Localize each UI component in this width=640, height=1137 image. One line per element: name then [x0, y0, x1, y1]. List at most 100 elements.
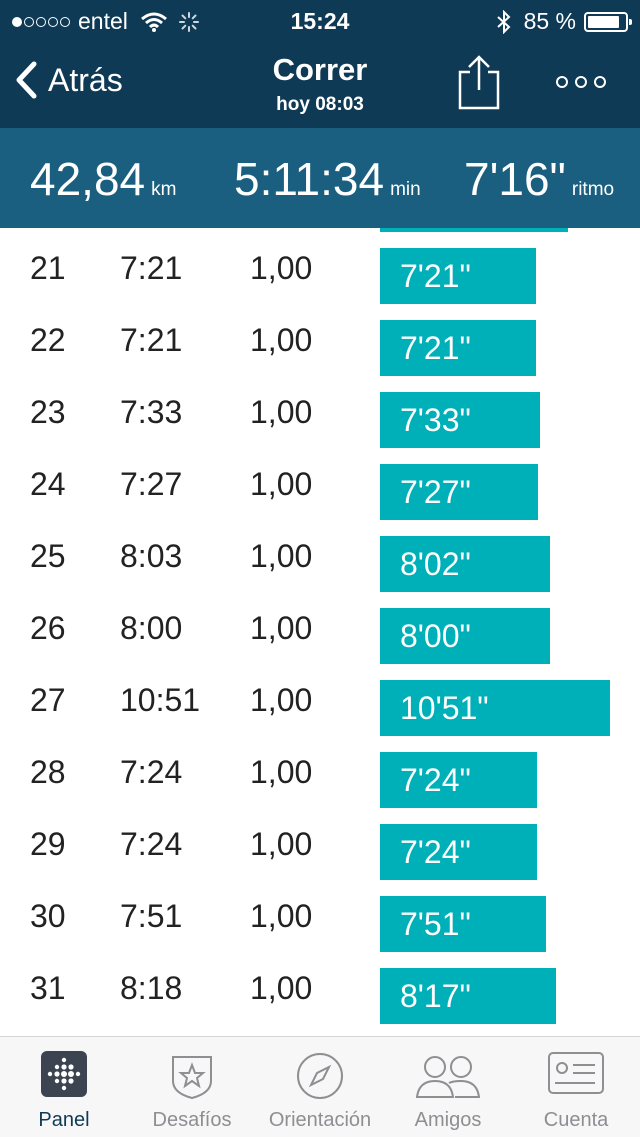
pace-bar: 8'17" — [380, 968, 556, 1024]
battery-percent: 85 % — [523, 8, 576, 34]
distance-value: 42,84 — [30, 153, 146, 205]
wifi-icon — [140, 12, 167, 32]
split-km: 25 — [30, 538, 66, 574]
split-distance: 1,00 — [250, 682, 313, 718]
split-distance: 1,00 — [250, 538, 313, 574]
compass-icon — [256, 1051, 384, 1101]
pace-bar: 8'02" — [380, 536, 551, 592]
pace-bar: 7'21" — [380, 248, 536, 304]
split-distance: 1,00 — [250, 970, 313, 1006]
tab-cuenta[interactable]: Cuenta — [512, 1037, 640, 1137]
tab-label: Panel — [38, 1109, 90, 1131]
more-icon[interactable] — [556, 76, 613, 88]
split-row: 26 8:00 1,00 8'00" — [0, 588, 640, 664]
split-time: 8:03 — [120, 538, 183, 574]
split-km: 21 — [30, 250, 66, 286]
splits-list[interactable]: 21 7:21 1,00 7'21" 22 7:21 1,00 7'21" 23 7:33 1,00… — [0, 228, 640, 1036]
duration-stat: 5:11:34 min — [234, 152, 421, 206]
pace-bar: 7'27" — [380, 464, 538, 520]
split-km: 24 — [30, 466, 66, 502]
split-km: 22 — [30, 322, 66, 358]
pace-bar: 7'24" — [380, 752, 537, 808]
tab-panel[interactable]: Panel — [0, 1037, 128, 1137]
split-row: 24 7:27 1,00 7'27" — [0, 444, 640, 520]
split-row: 22 7:21 1,00 7'21" — [0, 300, 640, 376]
split-row: 27 10:51 1,00 10'51" — [0, 660, 640, 736]
bluetooth-icon — [496, 9, 511, 34]
app-header: entel 15:24 85 % — [0, 0, 640, 128]
split-time: 10:51 — [120, 682, 201, 718]
carrier-name: entel — [78, 8, 128, 34]
split-row: 21 7:21 1,00 7'21" — [0, 228, 640, 304]
split-time: 7:27 — [120, 466, 183, 502]
split-km: 30 — [30, 898, 66, 934]
tab-label: Amigos — [414, 1109, 482, 1131]
split-km: 28 — [30, 754, 66, 790]
carrier-signal: entel — [12, 8, 200, 35]
battery-fill — [588, 15, 619, 28]
split-time: 7:24 — [120, 826, 183, 862]
split-km: 27 — [30, 682, 66, 718]
tab-label: Desafíos — [152, 1109, 232, 1131]
tab-orientacion[interactable]: Orientación — [256, 1037, 384, 1137]
split-distance: 1,00 — [250, 394, 313, 430]
split-row: 28 7:24 1,00 7'24" — [0, 732, 640, 808]
split-km: 23 — [30, 394, 66, 430]
account-card-icon — [512, 1051, 640, 1095]
split-distance: 1,00 — [250, 754, 313, 790]
tab-amigos[interactable]: Amigos — [384, 1037, 512, 1137]
tab-bar: Panel Desafíos Orientación Amigos Cuenta — [0, 1036, 640, 1137]
split-time: 7:21 — [120, 322, 183, 358]
split-row: 30 7:51 1,00 7'51" — [0, 876, 640, 952]
pace-bar: 8'00" — [380, 608, 550, 664]
split-row: 31 8:18 1,00 8'17" — [0, 948, 640, 1024]
pace-bar: 7'21" — [380, 320, 536, 376]
more-dot — [594, 76, 606, 88]
status-right: 85 % — [496, 8, 632, 35]
split-distance: 1,00 — [250, 466, 313, 502]
pace-unit: ritmo — [571, 179, 615, 200]
split-km: 29 — [30, 826, 66, 862]
page-subtitle: hoy 08:03 — [276, 94, 364, 115]
share-icon[interactable] — [456, 54, 502, 112]
split-time: 7:33 — [120, 394, 183, 430]
status-time: 15:24 — [290, 8, 350, 34]
status-bar: entel 15:24 85 % — [0, 0, 640, 40]
distance-stat: 42,84 km — [30, 152, 176, 206]
back-label: Atrás — [48, 61, 123, 98]
split-distance: 1,00 — [250, 898, 313, 934]
duration-value: 5:11:34 — [234, 153, 385, 205]
more-dot — [556, 76, 568, 88]
page-title: Correr — [272, 52, 368, 87]
nav-bar: Atrás Correr hoy 08:03 — [0, 40, 640, 128]
split-distance: 1,00 — [250, 826, 313, 862]
battery-icon — [584, 11, 632, 32]
split-time: 8:00 — [120, 610, 183, 646]
tab-desafios[interactable]: Desafíos — [128, 1037, 256, 1137]
duration-unit: min — [390, 179, 421, 200]
more-dot — [575, 76, 587, 88]
star-badge-icon — [128, 1051, 256, 1101]
split-time: 7:51 — [120, 898, 183, 934]
split-time: 8:18 — [120, 970, 183, 1006]
split-distance: 1,00 — [250, 610, 313, 646]
split-km: 26 — [30, 610, 66, 646]
signal-dot — [36, 16, 46, 27]
tab-label: Orientación — [268, 1109, 372, 1131]
pace-value: 7'16" — [464, 153, 566, 205]
back-button[interactable]: Atrás — [14, 60, 123, 100]
pace-bar: 7'24" — [380, 824, 537, 880]
run-summary: 42,84 km 5:11:34 min 7'16" ritmo — [0, 128, 640, 228]
pace-bar: 10'51" — [380, 680, 610, 736]
split-distance: 1,00 — [250, 322, 313, 358]
split-row: 29 7:24 1,00 7'24" — [0, 804, 640, 880]
friends-icon — [384, 1051, 512, 1101]
split-row: 23 7:33 1,00 7'33" — [0, 372, 640, 448]
previous-split-bar — [380, 228, 568, 232]
signal-dot — [24, 16, 34, 27]
signal-dot — [48, 16, 58, 27]
pace-stat: 7'16" ritmo — [464, 152, 614, 206]
split-row: 25 8:03 1,00 8'02" — [0, 516, 640, 592]
split-distance: 1,00 — [250, 250, 313, 286]
activity-spinner-icon — [178, 11, 199, 32]
